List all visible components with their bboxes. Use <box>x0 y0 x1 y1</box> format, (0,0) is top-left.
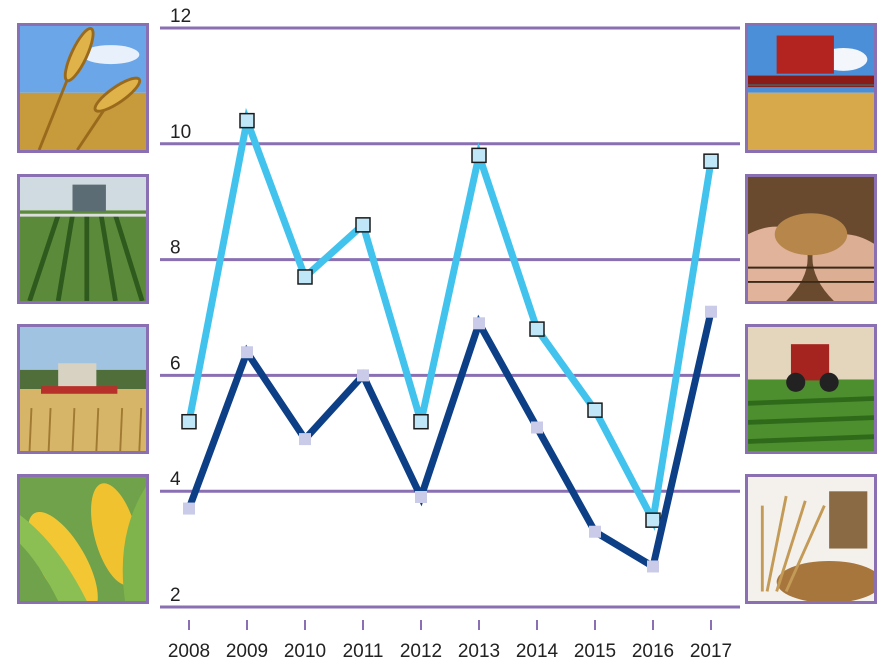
data-point <box>241 346 253 359</box>
data-point <box>703 153 719 169</box>
y-tick-label: 12 <box>170 6 191 27</box>
x-tick-label: 2013 <box>458 641 500 662</box>
data-point <box>587 402 603 418</box>
data-point <box>355 217 371 233</box>
data-point <box>239 112 255 129</box>
data-point <box>529 321 545 337</box>
grain-in-hands-icon <box>745 174 877 304</box>
wheat-sheaf-icon <box>745 474 877 604</box>
series-line <box>185 107 715 532</box>
corn-cobs-icon <box>17 474 149 604</box>
x-tick-label: 2011 <box>343 641 384 662</box>
data-point <box>471 147 487 164</box>
y-tick-label: 8 <box>170 238 181 259</box>
data-point <box>415 490 427 503</box>
combine-harvest-icon <box>17 324 149 454</box>
y-tick-label: 6 <box>170 353 181 374</box>
x-tick-label: 2017 <box>690 641 732 662</box>
x-tick-label: 2010 <box>284 641 326 662</box>
data-point <box>413 413 429 430</box>
x-tick-label: 2009 <box>226 641 268 662</box>
data-point <box>531 421 543 434</box>
data-point <box>705 305 717 318</box>
wheat-ears-icon <box>17 23 149 153</box>
y-tick-label: 2 <box>170 585 181 606</box>
series-line <box>185 310 715 572</box>
x-tick-label: 2014 <box>516 641 559 662</box>
tractor-field-icon <box>745 324 877 454</box>
x-tick-label: 2008 <box>168 641 210 662</box>
series-1 <box>181 107 719 532</box>
y-tick-label: 4 <box>170 469 181 490</box>
x-tick-label: 2016 <box>632 641 674 662</box>
data-point <box>647 560 659 573</box>
crop-sprayer-icon <box>17 174 149 304</box>
y-tick-label: 10 <box>170 122 191 143</box>
data-point <box>299 433 311 446</box>
series-group <box>181 107 719 573</box>
data-point <box>357 369 369 382</box>
y-tick-labels: 2 4 6 8 10 12 <box>170 6 191 606</box>
combine-field-icon <box>745 23 877 153</box>
data-point <box>297 269 313 285</box>
data-point <box>589 525 601 538</box>
x-tick-label: 2015 <box>574 641 616 662</box>
data-point <box>181 413 197 430</box>
x-tick-label: 2012 <box>400 641 442 662</box>
data-point <box>645 512 661 528</box>
data-point <box>183 502 195 515</box>
x-tick-labels: 2008 2009 2010 2011 2012 2013 2014 2015 2016 2017 <box>168 620 732 662</box>
series-2 <box>183 305 717 573</box>
data-point <box>473 317 485 330</box>
